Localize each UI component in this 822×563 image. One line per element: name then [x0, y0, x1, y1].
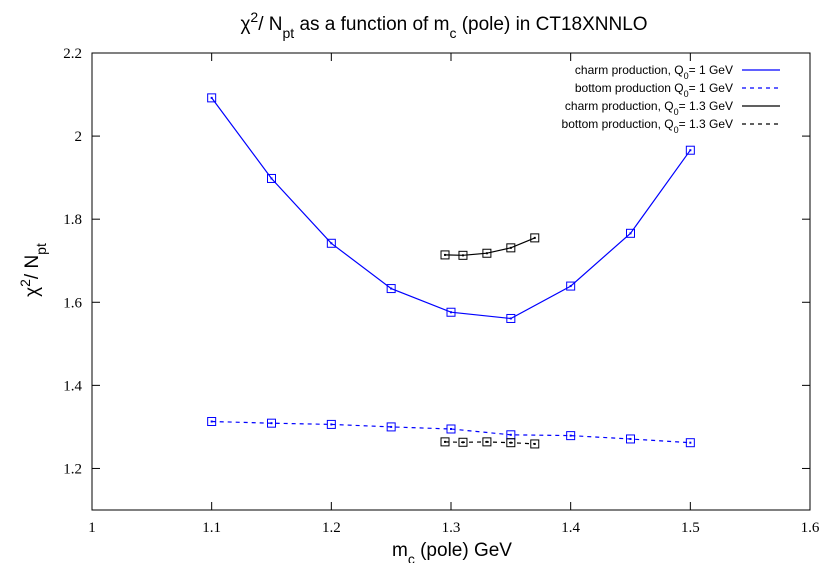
data-point-marker [440, 437, 450, 447]
data-point-marker [685, 438, 695, 448]
data-point-marker [326, 238, 336, 248]
chart-title: χ2/ Npt as a function of mc (pole) in CT… [240, 9, 647, 41]
y-tick-label: 1.2 [63, 461, 82, 477]
data-point-dot [210, 420, 213, 423]
data-point-marker [207, 93, 217, 103]
data-point-marker [506, 438, 516, 448]
data-point-marker [530, 233, 540, 243]
data-point-dot [509, 441, 512, 444]
data-point-dot [330, 423, 333, 426]
data-point-dot [461, 254, 464, 257]
data-point-marker [506, 243, 516, 253]
legend-label: charm production, Q0= 1.3 GeV [565, 99, 733, 117]
data-point-marker [207, 417, 217, 427]
data-point-dot [390, 287, 393, 290]
data-point-dot [485, 252, 488, 255]
x-tick-label: 1.5 [681, 520, 700, 536]
legend-label: bottom production, Q0= 1.3 GeV [562, 117, 733, 135]
data-point-marker [440, 250, 450, 260]
data-point-dot [629, 437, 632, 440]
data-point-dot [330, 242, 333, 245]
data-point-dot [569, 434, 572, 437]
data-point-marker [446, 307, 456, 317]
data-point-dot [629, 232, 632, 235]
data-point-marker [482, 437, 492, 447]
data-point-dot [210, 96, 213, 99]
data-point-marker [446, 424, 456, 434]
data-point-dot [444, 440, 447, 443]
data-point-dot [485, 440, 488, 443]
series-1 [207, 93, 695, 323]
data-point-marker [458, 250, 468, 260]
data-point-marker [386, 284, 396, 294]
data-point-marker [458, 437, 468, 447]
data-point-dot [533, 442, 536, 445]
series-4 [440, 437, 540, 449]
data-point-dot [390, 425, 393, 428]
axis-ticks: 1 1.1 1.2 1.3 1.4 1.5 1.6 1.2 1.4 1.6 1.8 2 2.2 [63, 46, 820, 536]
x-tick-label: 1.6 [801, 520, 820, 536]
x-tick-label: 1.4 [561, 520, 580, 536]
data-point-marker [626, 434, 635, 444]
data-point-marker [566, 281, 576, 291]
y-tick-label: 2.2 [63, 46, 82, 62]
y-tick-label: 1.6 [63, 295, 82, 311]
data-point-marker [326, 419, 336, 429]
x-tick-label: 1.1 [202, 520, 221, 536]
y-tick-label: 1.4 [63, 378, 82, 394]
y-tick-label: 2 [75, 129, 83, 145]
x-tick-label: 1 [88, 520, 96, 536]
data-point-dot [450, 311, 452, 314]
data-point-marker [530, 439, 540, 449]
data-point-dot [509, 317, 512, 320]
data-point-marker [566, 431, 576, 441]
data-point-dot [461, 441, 464, 444]
data-point-dot [270, 177, 273, 180]
data-point-marker [685, 145, 695, 155]
data-point-dot [270, 422, 273, 425]
data-point-marker [267, 418, 276, 428]
data-point-dot [533, 236, 536, 239]
data-point-marker [626, 228, 635, 238]
series-layer [207, 93, 695, 449]
y-tick-label: 1.8 [63, 212, 82, 228]
data-point-dot [509, 433, 512, 436]
x-tick-label: 1.2 [322, 520, 341, 536]
data-point-dot [450, 427, 452, 430]
legend-label: charm production, Q0= 1 GeV [575, 63, 733, 81]
data-point-dot [689, 149, 692, 152]
data-point-dot [444, 253, 447, 256]
data-point-marker [482, 248, 492, 258]
data-point-marker [267, 173, 276, 183]
x-tick-label: 1.3 [442, 520, 461, 536]
series-3 [440, 233, 540, 260]
x-axis-label: mc (pole) GeV [392, 540, 512, 563]
data-point-dot [509, 246, 512, 249]
data-point-dot [569, 285, 572, 288]
data-point-dot [689, 441, 692, 444]
data-point-marker [386, 422, 396, 432]
legend-label: bottom production Q0= 1 GeV [575, 81, 733, 99]
y-axis-label: χ2/ Npt [17, 243, 49, 297]
data-point-marker [506, 313, 516, 323]
series-2 [207, 417, 695, 448]
